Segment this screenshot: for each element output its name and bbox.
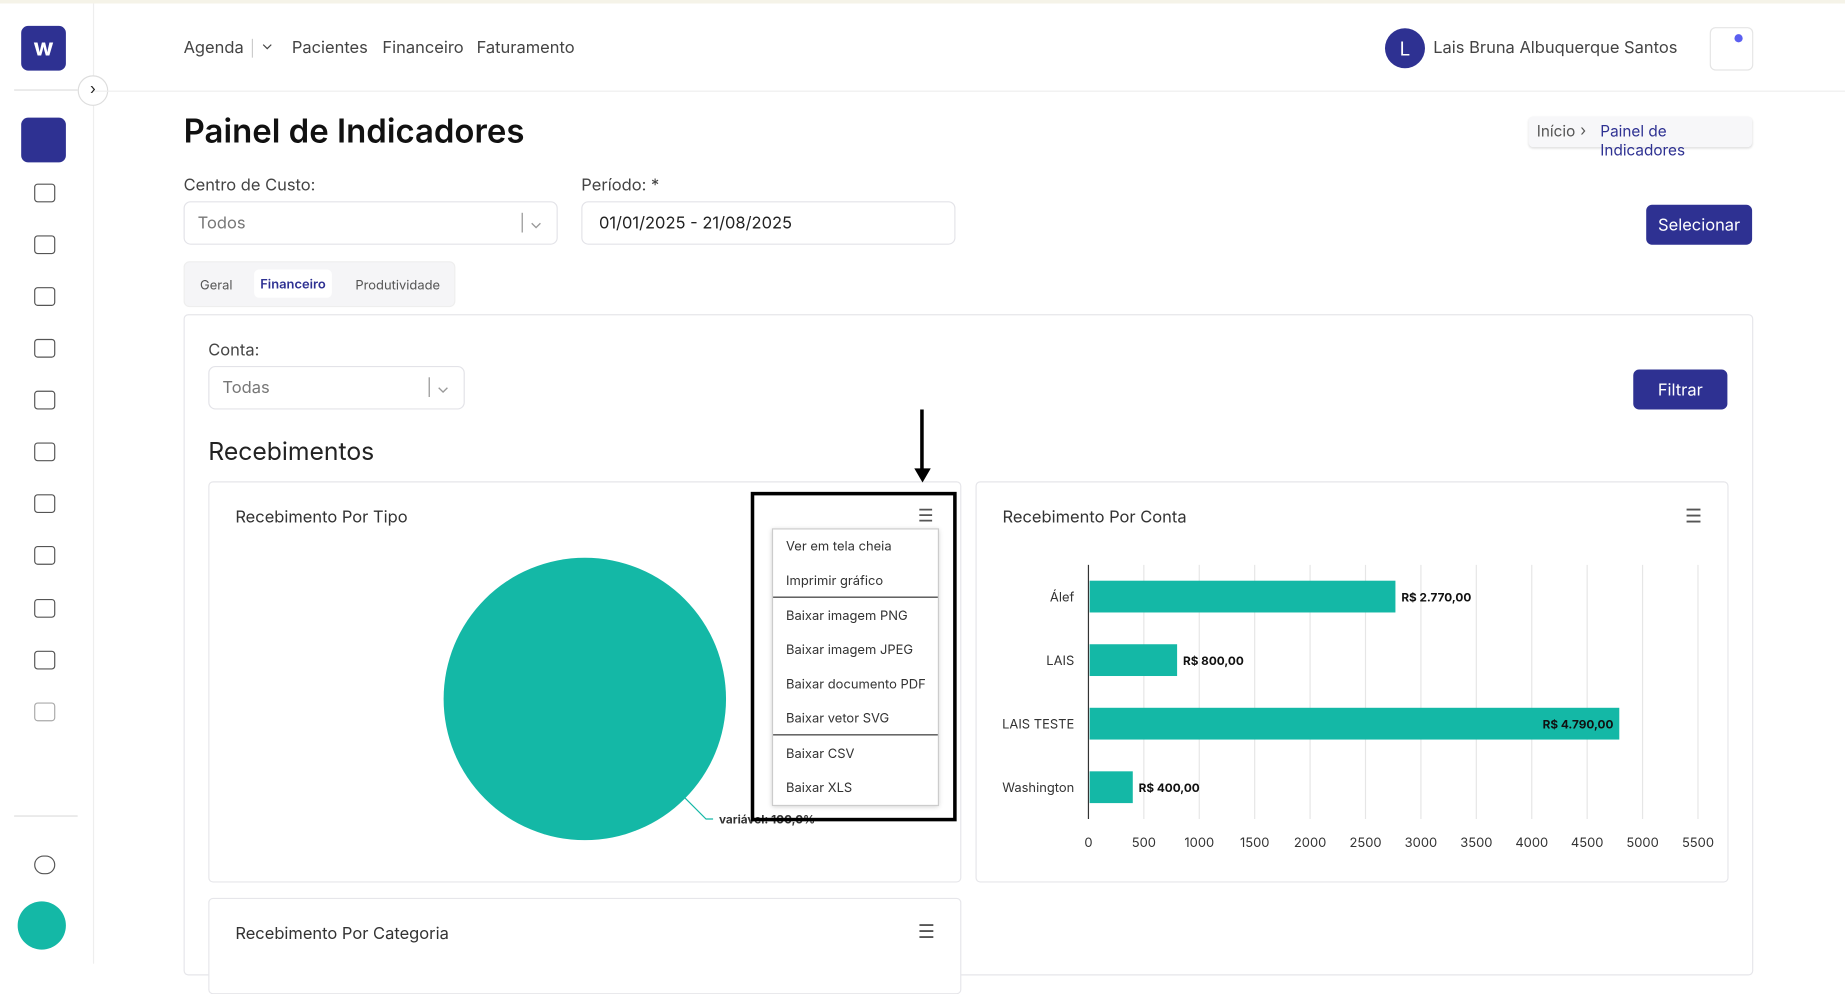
tab-active[interactable]: Financeiro <box>254 269 332 298</box>
menu-icon[interactable]: ☰ <box>1685 503 1702 528</box>
button-text: Filtrar <box>1657 379 1703 400</box>
data-label: R$ 800,00 <box>1183 654 1244 668</box>
x-tick-label: 5500 <box>1682 835 1714 851</box>
tab[interactable]: Geral <box>200 276 233 293</box>
x-tick-label: 500 <box>1132 835 1156 851</box>
highlight-box <box>750 491 957 822</box>
chat-button[interactable] <box>17 901 66 950</box>
x-tick-label: 3500 <box>1460 835 1492 851</box>
data-label: R$ 4.790,00 <box>1543 717 1614 731</box>
nav-link[interactable]: Agenda <box>183 37 244 58</box>
label: Centro de Custo: <box>183 175 316 196</box>
bar <box>1089 771 1133 804</box>
menu-icon[interactable] <box>34 287 56 306</box>
x-tick-label: 5000 <box>1626 835 1658 851</box>
section-title: Recebimentos <box>208 437 375 468</box>
menu-icon[interactable]: ☰ <box>917 503 934 526</box>
date-value: 01/01/2025 - 21/08/2025 <box>598 212 793 233</box>
menu-item[interactable]: Baixar documento PDF <box>786 675 926 692</box>
menu-icon[interactable] <box>34 545 56 565</box>
support-icon[interactable] <box>34 855 56 875</box>
nav-link[interactable]: Faturamento <box>476 37 575 58</box>
chart-title: Recebimento Por Conta <box>1003 506 1187 526</box>
button[interactable]: Selecionar <box>1646 204 1753 245</box>
nav-sep <box>251 38 253 58</box>
y-tick-label: LAIS <box>1046 653 1074 669</box>
menu-icon[interactable] <box>34 338 56 358</box>
menu-active[interactable] <box>21 117 66 163</box>
menu-icon[interactable]: ☰ <box>917 919 935 943</box>
arrow-head <box>914 468 931 483</box>
menu-item[interactable]: Baixar imagem JPEG <box>786 641 914 658</box>
bar <box>1089 644 1178 677</box>
breadcrumb-item[interactable]: Início <box>1536 122 1576 142</box>
tabs: Geral Financeiro Produtividade <box>183 261 456 308</box>
avatar[interactable]: L <box>1384 28 1425 69</box>
export-menu <box>771 528 940 807</box>
sidebar: w <box>0 3 95 964</box>
data-label: R$ 2.770,00 <box>1401 590 1471 604</box>
menu-item[interactable]: Ver em tela cheia <box>786 537 892 555</box>
date-range[interactable]: 01/01/2025 - 21/08/2025 <box>581 201 956 245</box>
data-label: R$ 400,00 <box>1139 781 1200 795</box>
leader-line <box>684 797 714 820</box>
menu-item[interactable]: Baixar imagem PNG <box>786 607 908 624</box>
x-tick-label: 2500 <box>1349 835 1381 851</box>
x-tick-label: 3000 <box>1405 835 1437 851</box>
x-tick-label: 1500 <box>1240 835 1269 851</box>
menu-icon[interactable] <box>34 702 56 722</box>
logo[interactable]: w <box>21 25 66 71</box>
menu-icon[interactable] <box>34 494 56 514</box>
x-tick-label: 4000 <box>1515 835 1548 851</box>
breadcrumb: Início › Painel de Indicadores <box>1528 116 1753 160</box>
header-line <box>94 90 1845 92</box>
menu-icon[interactable] <box>34 598 56 618</box>
menu-icon[interactable] <box>34 442 56 462</box>
menu-item[interactable]: Baixar XLS <box>786 778 853 796</box>
pie-slice <box>443 557 727 841</box>
x-tick-label: 0 <box>1084 835 1092 851</box>
x-tick-label: 2000 <box>1294 835 1326 851</box>
notifications[interactable] <box>1709 27 1754 71</box>
divider <box>14 89 78 91</box>
tab[interactable]: Produtividade <box>355 276 441 293</box>
select[interactable]: Todas | ⌄ <box>208 365 465 410</box>
user-name[interactable]: Lais Bruna Albuquerque Santos <box>1433 37 1678 58</box>
label: Período: * <box>581 175 660 196</box>
y-tick-label: Washington <box>1002 780 1074 796</box>
nav-link[interactable]: Pacientes <box>291 37 368 58</box>
bar <box>1089 580 1396 613</box>
select-value: Todos <box>197 212 246 233</box>
chart-card <box>975 481 1729 883</box>
select[interactable]: Todos | ⌄ <box>183 201 558 245</box>
top-strip <box>0 0 1845 4</box>
breadcrumb-item: Painel de Indicadores <box>1600 122 1686 161</box>
chart-title: Recebimento Por Tipo <box>235 506 407 526</box>
nav-caret[interactable]: ⌄ <box>261 35 274 55</box>
arrow-shaft <box>920 409 924 471</box>
card-title: Recebimento Por Categoria <box>235 923 449 944</box>
select-value: Todas <box>222 377 270 398</box>
menu-item[interactable]: Baixar CSV <box>786 744 855 762</box>
menu-item[interactable]: Imprimir gráfico <box>786 571 884 589</box>
nav-link[interactable]: Financeiro <box>382 37 464 58</box>
divider <box>14 815 78 817</box>
button[interactable]: Filtrar <box>1633 369 1728 410</box>
bar <box>1089 707 1620 740</box>
x-tick-label: 1000 <box>1184 835 1214 851</box>
x-tick-label: 4500 <box>1571 835 1604 851</box>
y-tick-label: LAIS TESTE <box>1002 716 1074 732</box>
menu-icon[interactable] <box>34 235 56 255</box>
menu-icon[interactable] <box>34 390 56 410</box>
breadcrumb-sep: › <box>1580 121 1587 141</box>
menu-item[interactable]: Baixar vetor SVG <box>786 709 890 727</box>
menu-icon[interactable] <box>34 650 56 670</box>
label: Conta: <box>208 340 260 361</box>
page-title: Painel de Indicadores <box>183 110 525 151</box>
y-tick-label: Álef <box>1050 588 1075 605</box>
menu-icon[interactable] <box>34 183 56 203</box>
